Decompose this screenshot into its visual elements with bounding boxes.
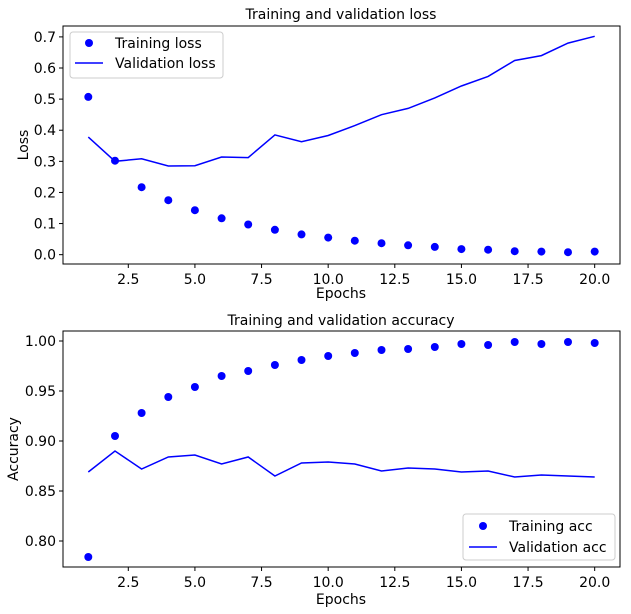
accuracy-plot-frame xyxy=(62,330,621,568)
accuracy-training-point xyxy=(111,432,119,440)
accuracy-training-point xyxy=(270,361,279,369)
accuracy-x-tick-label: 15.0 xyxy=(446,575,477,591)
loss-training-point xyxy=(84,92,93,101)
loss-legend-marker-training xyxy=(85,39,93,47)
accuracy-training-point xyxy=(137,409,146,417)
accuracy-x-tick-label: 2.5 xyxy=(117,575,139,591)
loss-training-point xyxy=(297,230,306,239)
accuracy-legend-label-training: Training acc xyxy=(508,519,593,535)
loss-y-tick-label: 0.4 xyxy=(34,123,56,139)
accuracy-validation-line xyxy=(87,450,595,478)
loss-y-axis-label: Loss xyxy=(16,130,32,161)
accuracy-training-point xyxy=(537,340,546,348)
loss-legend-label-training: Training loss xyxy=(114,36,202,52)
accuracy-y-tick-label: 0.90 xyxy=(25,434,56,450)
loss-y-tick-label: 0.2 xyxy=(34,185,56,201)
loss-training-point xyxy=(377,239,386,248)
loss-training-point xyxy=(270,225,279,234)
loss-x-tick-label: 17.5 xyxy=(512,272,543,288)
loss-y-axis: 0.0 0.1 0.2 0.3 0.4 0.5 0.6 0.7 xyxy=(34,30,63,264)
accuracy-training-point xyxy=(590,339,599,347)
loss-x-tick-label: 10.0 xyxy=(313,272,344,288)
loss-x-axis: 2.5 5.0 7.5 10.0 12.5 15.0 17.5 20.0 xyxy=(117,264,610,288)
accuracy-x-tick-label: 12.5 xyxy=(379,575,410,591)
accuracy-training-point xyxy=(564,338,572,346)
accuracy-marks xyxy=(84,338,599,561)
loss-legend: Training loss Validation loss xyxy=(69,31,224,79)
accuracy-x-tick-label: 10.0 xyxy=(313,575,344,591)
loss-x-tick-label: 5.0 xyxy=(184,272,206,288)
accuracy-training-point xyxy=(84,553,93,561)
accuracy-training-point xyxy=(404,345,413,353)
accuracy-y-tick-label: 0.95 xyxy=(25,384,56,400)
accuracy-x-axis: 2.5 5.0 7.5 10.0 12.5 15.0 17.5 20.0 xyxy=(117,567,610,591)
loss-training-point xyxy=(590,247,599,256)
accuracy-legend-label-validation: Validation acc xyxy=(509,540,607,556)
loss-legend-label-validation: Validation loss xyxy=(115,56,216,72)
accuracy-training-point xyxy=(484,341,493,349)
loss-training-point xyxy=(430,242,439,251)
loss-training-point xyxy=(137,183,146,192)
accuracy-training-point xyxy=(510,338,519,346)
accuracy-x-axis-label: Epochs xyxy=(316,592,366,608)
accuracy-legend-marker-training xyxy=(479,522,487,530)
loss-chart: Training and validation loss 2.5 5.0 7.5 10… xyxy=(16,7,621,302)
loss-x-tick-label: 7.5 xyxy=(250,272,272,288)
accuracy-y-tick-label: 1.00 xyxy=(25,334,56,350)
accuracy-x-tick-label: 17.5 xyxy=(512,575,543,591)
accuracy-training-point xyxy=(244,367,253,375)
accuracy-legend-box xyxy=(462,513,616,561)
loss-training-point xyxy=(350,236,359,245)
loss-y-tick-label: 0.5 xyxy=(34,92,56,108)
accuracy-legend: Training acc Validation acc xyxy=(462,513,616,561)
loss-x-tick-label: 2.5 xyxy=(117,272,139,288)
loss-training-point xyxy=(164,196,173,205)
accuracy-training-point xyxy=(430,343,439,351)
accuracy-training-point xyxy=(457,340,466,348)
accuracy-chart: Training and validation accuracy 2.5 5.0 7… xyxy=(6,313,621,608)
loss-training-point xyxy=(244,220,253,229)
accuracy-y-axis-label: Accuracy xyxy=(6,417,22,481)
accuracy-training-point xyxy=(324,352,333,360)
accuracy-training-point xyxy=(217,372,226,380)
loss-x-tick-label: 20.0 xyxy=(579,272,610,288)
loss-training-point xyxy=(484,245,493,254)
accuracy-x-tick-label: 20.0 xyxy=(579,575,610,591)
accuracy-y-tick-label: 0.80 xyxy=(25,534,56,550)
loss-y-tick-label: 0.3 xyxy=(34,154,56,170)
loss-x-axis-label: Epochs xyxy=(316,286,366,302)
accuracy-training-point xyxy=(350,349,359,357)
loss-marks xyxy=(84,35,599,257)
loss-training-point xyxy=(404,241,413,250)
accuracy-plot-area: 2.5 5.0 7.5 10.0 12.5 15.0 17.5 20.0 0.800.850.… xyxy=(25,330,621,591)
accuracy-training-point xyxy=(297,356,306,364)
accuracy-x-tick-label: 7.5 xyxy=(250,575,272,591)
accuracy-y-tick-label: 0.85 xyxy=(25,484,56,500)
loss-plot-area: 2.5 5.0 7.5 10.0 12.5 15.0 17.5 20.0 0.00.10.20… xyxy=(34,25,621,288)
accuracy-x-tick-label: 5.0 xyxy=(184,575,206,591)
loss-training-point xyxy=(190,206,199,215)
accuracy-training-point xyxy=(164,393,173,401)
loss-training-point xyxy=(510,247,519,256)
loss-training-point xyxy=(564,248,572,257)
loss-plot-frame xyxy=(62,25,621,265)
loss-y-tick-label: 0.0 xyxy=(34,248,56,264)
accuracy-training-point xyxy=(190,383,199,391)
loss-x-tick-label: 12.5 xyxy=(379,272,410,288)
accuracy-training-point xyxy=(377,346,386,354)
loss-training-point xyxy=(324,233,333,242)
loss-chart-title: Training and validation loss xyxy=(245,7,437,23)
loss-y-tick-label: 0.6 xyxy=(34,61,56,77)
loss-y-tick-label: 0.7 xyxy=(34,30,56,46)
loss-y-tick-label: 0.1 xyxy=(34,217,56,233)
loss-legend-box xyxy=(69,31,224,79)
loss-training-point xyxy=(537,247,546,256)
loss-x-tick-label: 15.0 xyxy=(446,272,477,288)
accuracy-y-axis: 0.80 0.85 0.90 0.95 1.00 xyxy=(25,334,63,550)
loss-validation-line xyxy=(87,35,595,167)
accuracy-chart-title: Training and validation accuracy xyxy=(226,313,454,329)
loss-training-point xyxy=(457,245,466,254)
loss-training-point xyxy=(217,214,226,223)
